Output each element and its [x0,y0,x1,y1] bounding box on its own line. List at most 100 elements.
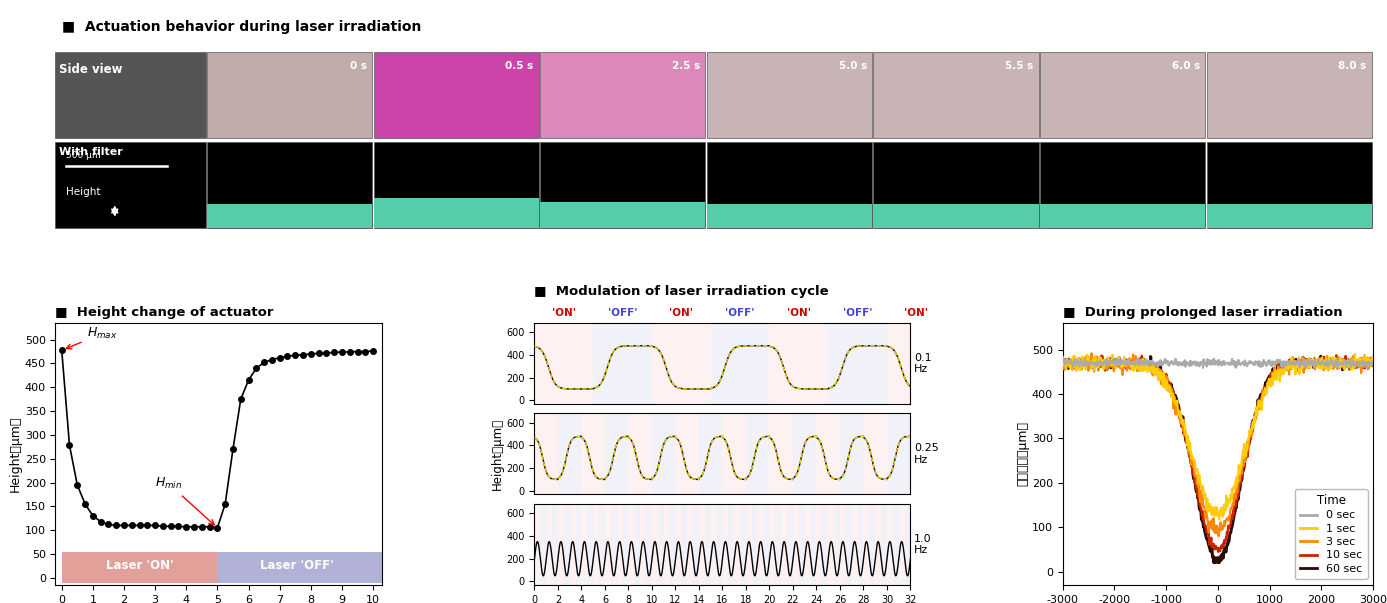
Bar [628,414,652,494]
60 sec [1312,353,1329,360]
Bar [664,504,670,585]
0 sec [1359,365,1376,372]
0 sec [1365,359,1381,367]
Bar [594,504,599,585]
Bar [793,414,817,494]
Text: 500 μm: 500 μm [67,151,101,160]
1 sec [1110,355,1126,362]
0 sec [1262,361,1279,368]
1 sec [1237,443,1254,450]
3 sec [1365,359,1381,366]
Bar [534,504,541,585]
Line: 1 sec: 1 sec [1062,354,1373,519]
Bar [841,504,846,585]
Text: 0.5 s: 0.5 s [505,61,534,71]
3 sec [1196,502,1212,510]
3 sec [1262,382,1279,389]
Text: 1.0
Hz: 1.0 Hz [914,534,932,555]
Bar [770,414,793,494]
60 sec [1110,358,1126,365]
Bar [852,504,857,585]
Bar [834,504,841,585]
60 sec [1237,448,1254,455]
60 sec [1262,374,1279,382]
10 sec [1194,516,1211,523]
3 sec [1211,532,1227,540]
Bar [628,504,634,585]
Bar [886,323,910,404]
Bar [705,504,710,585]
Text: 5.5 s: 5.5 s [1006,61,1033,71]
Bar [752,504,757,585]
Bar [623,504,628,585]
Bar [576,504,581,585]
Text: ■  During prolonged laser irradiation: ■ During prolonged laser irradiation [1062,306,1343,319]
Bar [757,504,764,585]
Bar [594,323,652,404]
1 sec [1194,482,1211,490]
60 sec [1365,359,1381,366]
0 sec [1135,359,1151,367]
3 sec [1289,362,1305,370]
60 sec [1289,359,1305,367]
Bar [617,504,623,585]
60 sec [1054,358,1071,365]
Text: 0.1
Hz: 0.1 Hz [914,353,932,374]
Bar [817,414,841,494]
60 sec [1211,559,1227,566]
Text: ■  Actuation behavior during laser irradiation: ■ Actuation behavior during laser irradi… [62,21,422,34]
Text: Laser 'OFF': Laser 'OFF' [259,560,334,572]
3 sec [1110,358,1126,365]
Bar [864,414,886,494]
0 sec [1311,355,1327,362]
Bar [786,504,793,585]
Text: 'ON': 'ON' [670,308,694,318]
Text: ■  Height change of actuator: ■ Height change of actuator [55,306,275,319]
Text: 'ON': 'ON' [904,308,928,318]
Bar [546,504,552,585]
1 sec [1347,350,1363,358]
Bar [846,504,852,585]
Bar [886,504,893,585]
Line: 0 sec: 0 sec [1062,358,1373,368]
Bar [770,323,828,404]
Text: Height: Height [67,187,100,197]
Bar [899,504,904,585]
Bar [817,504,822,585]
Text: 6.0 s: 6.0 s [1172,61,1200,71]
1 sec [1211,516,1227,523]
Bar [886,414,910,494]
Bar [828,323,886,404]
Bar [841,414,864,494]
3 sec [1054,354,1071,361]
Bar [581,504,587,585]
Bar [804,504,810,585]
Bar [764,504,770,585]
Line: 3 sec: 3 sec [1062,353,1373,536]
0 sec [1054,356,1071,364]
Bar [558,504,565,585]
3 sec [1135,362,1151,370]
0 sec [1237,361,1254,368]
Line: 10 sec: 10 sec [1062,355,1373,552]
10 sec [1054,359,1071,367]
Bar [734,504,741,585]
Text: Laser 'ON': Laser 'ON' [105,560,173,572]
Bar [552,504,558,585]
0 sec [1194,364,1211,371]
Bar [218,552,383,582]
Text: 2.5 s: 2.5 s [671,61,700,71]
Text: $H_{min}$: $H_{min}$ [155,476,214,525]
Bar [699,414,723,494]
Bar [893,504,899,585]
Bar [746,504,752,585]
Text: 'ON': 'ON' [552,308,576,318]
Bar [904,504,910,585]
Bar [646,504,652,585]
Bar [610,504,617,585]
Legend: 0 sec, 1 sec, 3 sec, 10 sec, 60 sec: 0 sec, 1 sec, 3 sec, 10 sec, 60 sec [1294,488,1368,579]
Bar [675,504,681,585]
Bar [810,504,817,585]
10 sec [1237,455,1254,462]
10 sec [1110,362,1126,369]
